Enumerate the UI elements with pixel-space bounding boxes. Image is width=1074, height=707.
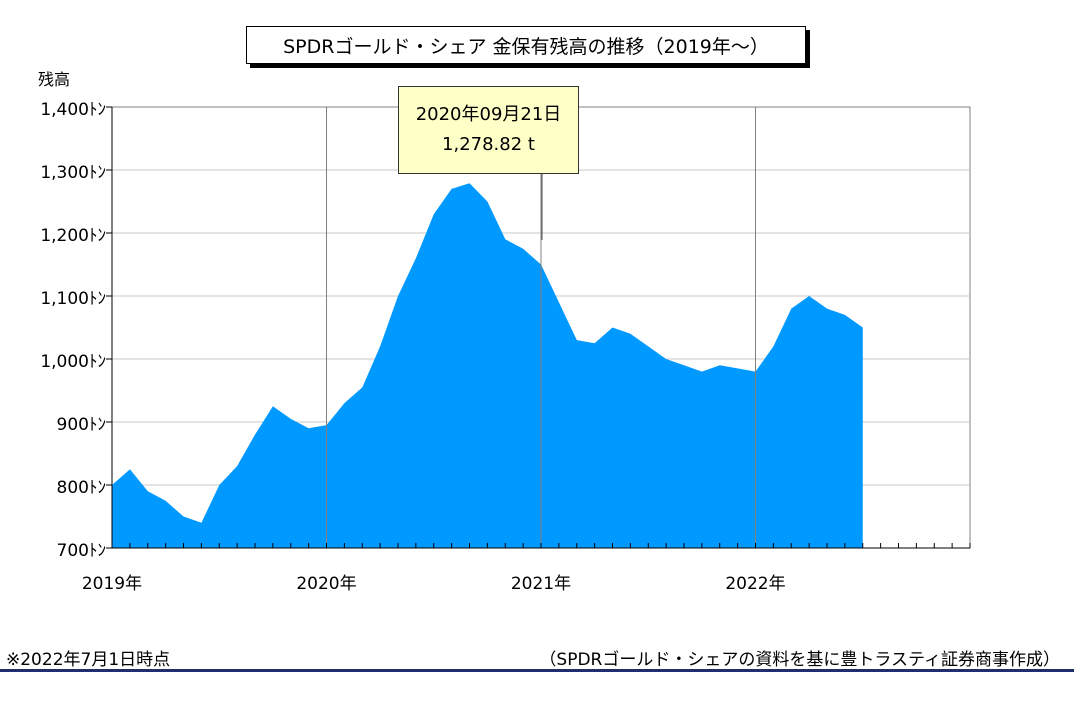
chart-title: SPDRゴールド・シェア 金保有残高の推移（2019年～）	[246, 26, 806, 64]
y-tick-label: 1,000ﾄﾝ	[40, 352, 106, 372]
y-tick-label: 900ﾄﾝ	[57, 415, 106, 435]
x-tick-label: 2019年	[82, 574, 142, 594]
y-tick-label: 800ﾄﾝ	[57, 478, 106, 498]
series-area	[112, 183, 863, 548]
y-axis-label: 残高	[38, 70, 71, 89]
peak-callout: 2020年09月21日 1,278.82 t	[398, 86, 579, 174]
x-tick-label: 2022年	[725, 574, 785, 594]
y-tick-label: 1,200ﾄﾝ	[40, 226, 106, 246]
callout-date: 2020年09月21日	[415, 104, 562, 125]
x-tick-label: 2021年	[511, 574, 571, 594]
series-area-fill	[112, 183, 863, 548]
x-axis: 2019年 2020年 2021年 2022年	[82, 107, 971, 594]
y-tick-label: 1,300ﾄﾝ	[40, 163, 106, 183]
y-tick-label: 1,400ﾄﾝ	[40, 100, 106, 120]
footnote: ※2022年7月1日時点	[6, 650, 171, 670]
y-tick-label: 700ﾄﾝ	[57, 541, 106, 561]
source-note: （SPDRゴールド・シェアの資料を基に豊トラスティ証券商事作成）	[539, 650, 1060, 670]
y-tick-label: 1,100ﾄﾝ	[40, 289, 106, 309]
y-axis: 700ﾄﾝ 800ﾄﾝ 900ﾄﾝ 1,000ﾄﾝ 1,100ﾄﾝ 1,200ﾄﾝ 1,30…	[40, 100, 970, 561]
x-tick-label: 2020年	[296, 574, 356, 594]
footer-rule	[0, 669, 1074, 672]
callout-value: 1,278.82 t	[442, 134, 535, 155]
